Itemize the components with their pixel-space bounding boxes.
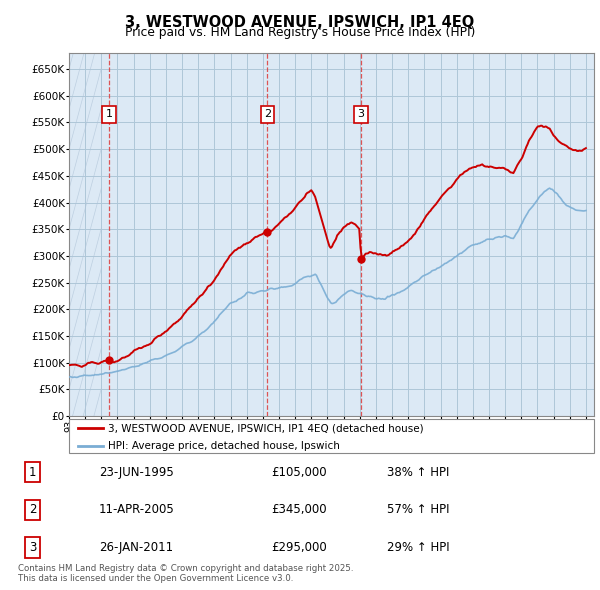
Text: 3: 3 (29, 541, 36, 554)
Text: 3: 3 (358, 110, 364, 119)
Text: Contains HM Land Registry data © Crown copyright and database right 2025.
This d: Contains HM Land Registry data © Crown c… (18, 563, 353, 583)
Text: 3, WESTWOOD AVENUE, IPSWICH, IP1 4EQ: 3, WESTWOOD AVENUE, IPSWICH, IP1 4EQ (125, 15, 475, 30)
Text: £345,000: £345,000 (271, 503, 327, 516)
Text: 26-JAN-2011: 26-JAN-2011 (98, 541, 173, 554)
Text: £295,000: £295,000 (271, 541, 327, 554)
Text: HPI: Average price, detached house, Ipswich: HPI: Average price, detached house, Ipsw… (109, 441, 340, 451)
FancyBboxPatch shape (69, 419, 594, 453)
Text: 57% ↑ HPI: 57% ↑ HPI (386, 503, 449, 516)
Text: 29% ↑ HPI: 29% ↑ HPI (386, 541, 449, 554)
Text: Price paid vs. HM Land Registry's House Price Index (HPI): Price paid vs. HM Land Registry's House … (125, 26, 475, 39)
Text: 2: 2 (264, 110, 271, 119)
Text: 23-JUN-1995: 23-JUN-1995 (98, 466, 173, 478)
Text: 1: 1 (29, 466, 36, 478)
Text: 1: 1 (106, 110, 113, 119)
Text: 3, WESTWOOD AVENUE, IPSWICH, IP1 4EQ (detached house): 3, WESTWOOD AVENUE, IPSWICH, IP1 4EQ (de… (109, 424, 424, 434)
Text: 2: 2 (29, 503, 36, 516)
Text: 11-APR-2005: 11-APR-2005 (98, 503, 175, 516)
Text: £105,000: £105,000 (271, 466, 327, 478)
Text: 38% ↑ HPI: 38% ↑ HPI (386, 466, 449, 478)
